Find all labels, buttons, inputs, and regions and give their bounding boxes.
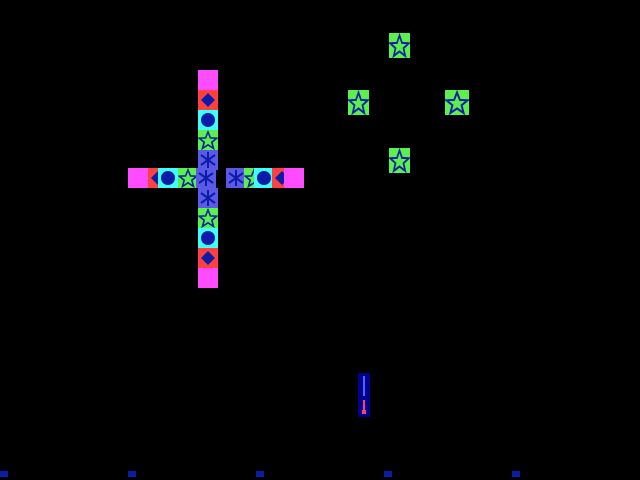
star-cluster-top[interactable]	[389, 33, 410, 58]
cross-cell-left-0[interactable]	[128, 168, 148, 188]
cross-cell-left-4[interactable]	[196, 168, 216, 188]
asterisk-icon	[200, 189, 216, 207]
star-cluster-bottom[interactable]	[389, 148, 410, 173]
cross-cell-right-2[interactable]	[254, 168, 274, 188]
cross-cell-down-3[interactable]	[198, 248, 218, 268]
axis-marker-4[interactable]	[512, 471, 520, 477]
cross-cell-up-4[interactable]	[198, 150, 218, 170]
star-icon	[389, 34, 410, 57]
circle-icon	[201, 231, 215, 245]
cross-cell-down-0[interactable]	[198, 188, 218, 208]
cross-cell-up-2[interactable]	[198, 110, 218, 130]
upper-segment	[363, 376, 365, 396]
circle-icon	[257, 171, 271, 185]
star-icon	[389, 149, 410, 172]
cross-cell-right-4[interactable]	[284, 168, 304, 188]
star-cluster-right[interactable]	[445, 90, 469, 115]
circle-icon	[161, 171, 175, 185]
star-icon	[445, 91, 469, 114]
cross-cell-down-1[interactable]	[198, 208, 218, 228]
star-cluster-left[interactable]	[348, 90, 369, 115]
cross-cell-up-0[interactable]	[198, 70, 218, 90]
star-icon	[348, 91, 369, 114]
cross-cell-up-1[interactable]	[198, 90, 218, 110]
asterisk-icon	[200, 151, 216, 169]
star-icon	[198, 209, 218, 228]
star-icon	[198, 131, 218, 150]
cross-cell-up-3[interactable]	[198, 130, 218, 150]
diamond-icon	[201, 93, 215, 107]
star-icon	[178, 169, 198, 188]
axis-marker-1[interactable]	[128, 471, 136, 477]
axis-marker-2[interactable]	[256, 471, 264, 477]
asterisk-icon	[198, 169, 214, 187]
circle-icon	[201, 113, 215, 127]
lower-segment	[363, 400, 365, 411]
asterisk-icon	[228, 169, 244, 187]
axis-marker-0[interactable]	[0, 471, 8, 477]
cross-cell-left-3[interactable]	[178, 168, 198, 188]
cross-cell-right-0[interactable]	[226, 168, 246, 188]
cross-cell-down-2[interactable]	[198, 228, 218, 248]
cross-cell-down-4[interactable]	[198, 268, 218, 288]
diamond-icon	[201, 251, 215, 265]
marker-block	[362, 410, 366, 414]
axis-marker-3[interactable]	[384, 471, 392, 477]
cross-cell-left-2[interactable]	[158, 168, 178, 188]
